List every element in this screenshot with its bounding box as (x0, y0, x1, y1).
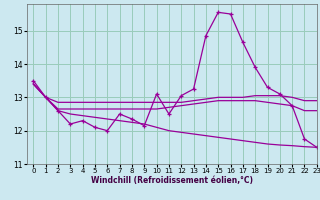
X-axis label: Windchill (Refroidissement éolien,°C): Windchill (Refroidissement éolien,°C) (91, 176, 253, 185)
